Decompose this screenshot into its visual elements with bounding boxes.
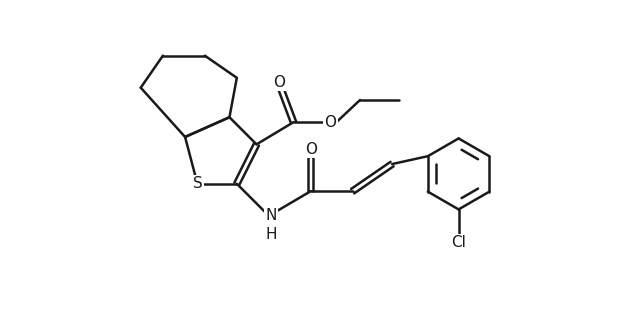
Text: O: O	[305, 142, 317, 157]
Text: N: N	[266, 208, 277, 223]
Text: Cl: Cl	[451, 236, 466, 251]
Text: H: H	[266, 227, 277, 242]
Text: O: O	[324, 115, 337, 130]
Text: O: O	[273, 75, 285, 90]
Text: S: S	[193, 176, 202, 191]
